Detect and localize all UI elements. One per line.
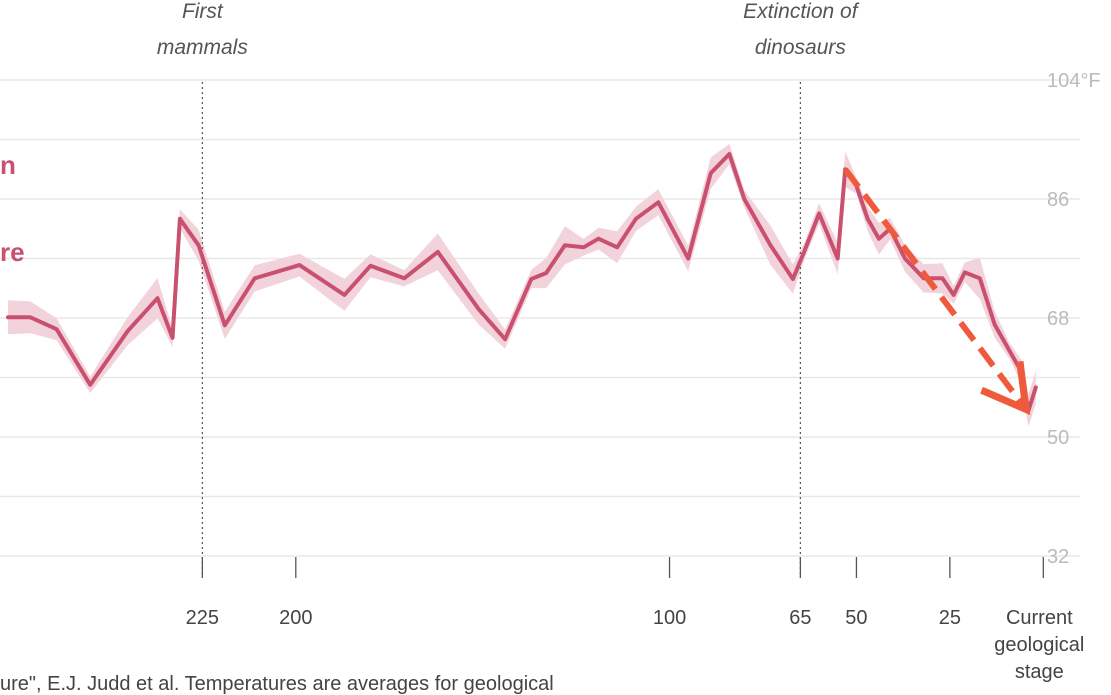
x-tick-label: Current [1006, 607, 1073, 629]
y-tick-label: 32 [1047, 546, 1069, 568]
x-tick-label: geological [994, 634, 1084, 656]
x-tick-label: 200 [279, 607, 312, 629]
source-note: ure", E.J. Judd et al. Temperatures are … [0, 673, 554, 695]
y-tick-label: 50 [1047, 427, 1069, 449]
gridlines [0, 79, 1080, 557]
data-point [865, 217, 870, 221]
data-point [963, 270, 967, 275]
legend-label: n [0, 150, 16, 180]
data-point [477, 307, 481, 312]
x-tick-label: stage [1015, 661, 1064, 683]
data-point [196, 243, 201, 248]
y-axis-labels: 104°F 86 68 50 32 [1047, 70, 1101, 568]
x-tick-label: 65 [789, 607, 811, 629]
data-point [791, 277, 795, 281]
x-tick-label: 100 [653, 607, 686, 629]
data-point [1019, 369, 1023, 373]
trend-arrow [842, 167, 1031, 416]
data-point [992, 322, 997, 327]
data-point [54, 327, 59, 332]
data-point [436, 250, 440, 254]
temperature-line [6, 152, 1038, 413]
uncertainty-band [8, 143, 1036, 427]
data-point [544, 271, 549, 275]
data-point [155, 296, 160, 300]
data-point [686, 256, 691, 261]
legend-fragments: n re [0, 150, 25, 267]
data-point [342, 293, 347, 297]
data-point [581, 245, 586, 250]
x-tick-label: 25 [939, 607, 961, 629]
data-point [368, 263, 373, 268]
data-point [170, 336, 175, 340]
series-points [6, 152, 1038, 413]
event-annotation-label: mammals [157, 36, 249, 59]
temperature-series [6, 152, 1038, 413]
confidence-band [8, 143, 1036, 427]
data-point [903, 256, 907, 261]
data-point [28, 315, 33, 320]
data-point [877, 236, 881, 241]
data-point [88, 382, 93, 387]
y-tick-label: 68 [1047, 308, 1069, 330]
data-point [125, 329, 130, 334]
data-point [178, 217, 182, 221]
data-point [634, 217, 638, 221]
x-axis-ticks: 225 200 100 65 50 25 Current geological stage [186, 557, 1084, 683]
y-tick-label: 86 [1047, 189, 1069, 211]
data-point [835, 256, 840, 261]
data-point [402, 276, 406, 281]
data-point [503, 337, 507, 341]
data-point [1026, 408, 1031, 413]
event-annotation-label: dinosaurs [755, 36, 847, 59]
x-tick-label: 225 [186, 607, 219, 629]
data-point [951, 293, 956, 297]
event-annotation-label: Extinction of [743, 0, 860, 23]
data-point [708, 171, 713, 176]
data-point [742, 197, 747, 201]
data-point [1007, 349, 1012, 353]
data-point [802, 250, 806, 254]
data-point [656, 200, 661, 205]
data-point [977, 276, 982, 281]
data-point [727, 152, 732, 156]
trend-arrow-line [842, 167, 1031, 416]
data-point [222, 323, 227, 328]
legend-label: re [0, 237, 25, 267]
event-annotation-label: First [182, 0, 224, 23]
data-point [563, 243, 567, 248]
data-point [817, 211, 821, 216]
data-point [596, 236, 601, 241]
data-point [615, 245, 620, 250]
event-annotations: First mammals Extinction of dinosaurs [157, 0, 860, 59]
data-point [297, 263, 302, 267]
data-point [768, 243, 773, 248]
data-point [940, 276, 945, 281]
data-point [1034, 385, 1038, 390]
data-point [529, 277, 534, 281]
x-tick-label: 50 [845, 607, 867, 629]
y-tick-label: 104°F [1047, 70, 1101, 92]
data-point [252, 276, 257, 281]
data-point [6, 315, 10, 320]
